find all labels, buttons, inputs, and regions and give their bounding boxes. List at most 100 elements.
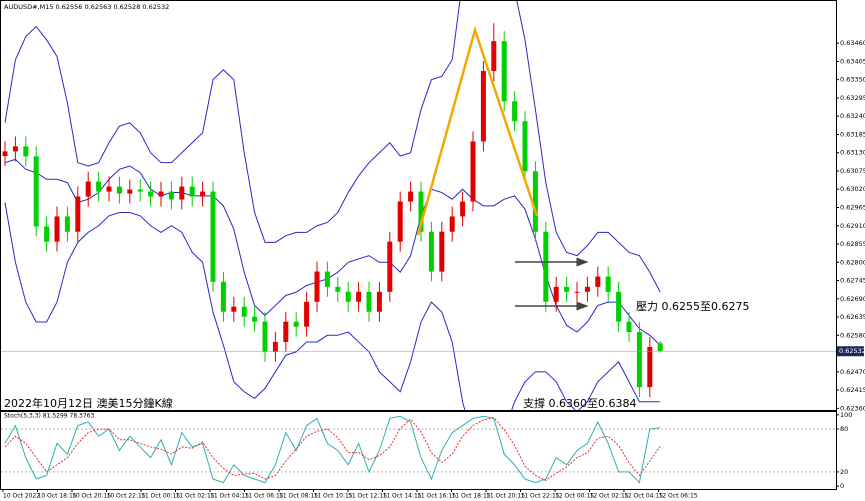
- candle-body: [647, 346, 653, 388]
- candle-body: [75, 196, 81, 232]
- candle-body: [314, 271, 320, 302]
- stoch-main: [4, 415, 661, 484]
- candle-body: [272, 341, 278, 352]
- band-upper: [4, 1, 661, 293]
- candle-body: [408, 191, 414, 202]
- band-middle: [4, 158, 661, 346]
- x-tick-label: 12 Oct 06:15: [659, 493, 698, 500]
- candle-body: [418, 191, 424, 232]
- x-tick-label: 11 Oct 04:15: [210, 493, 249, 500]
- candle-body: [470, 141, 476, 202]
- candle-body: [376, 291, 382, 312]
- candle-body: [116, 186, 122, 194]
- x-tick-label: 11 Oct 22:15: [521, 493, 560, 500]
- x-tick-label: 11 Oct 18:15: [452, 493, 491, 500]
- candle-body: [616, 291, 622, 322]
- candle-body: [106, 186, 112, 192]
- x-tick-label: 11 Oct 02:15: [176, 493, 215, 500]
- last-price-tag: [837, 346, 864, 357]
- y-tick-label: 0.63295: [840, 94, 865, 102]
- candle-body: [356, 291, 362, 302]
- candle-body: [584, 286, 590, 292]
- y-tick-label: 0.62855: [840, 240, 865, 248]
- candle-body: [460, 201, 466, 217]
- candle-body: [96, 181, 102, 192]
- x-tick-label: 11 Oct 10:15: [314, 493, 353, 500]
- candle-body: [168, 191, 174, 200]
- candle-body: [532, 171, 538, 232]
- band-lower: [4, 202, 661, 410]
- y-tick-label: 100: [840, 411, 852, 419]
- candle-body: [2, 151, 8, 157]
- candle-body: [304, 301, 310, 327]
- candle-body: [324, 271, 330, 287]
- candle-body: [501, 41, 507, 102]
- candle-body: [85, 181, 91, 197]
- candle-body: [283, 321, 289, 342]
- y-tick-label: 0.62965: [840, 203, 865, 211]
- x-tick-label: 11 Oct 08:15: [279, 493, 318, 500]
- x-tick-label: 10 Oct 18:15: [38, 493, 77, 500]
- y-tick-label: 0.62360: [840, 404, 865, 412]
- candle-body: [657, 343, 663, 352]
- y-tick-label: 0.63185: [840, 130, 865, 138]
- y-tick-label: 0.62800: [840, 258, 865, 266]
- candle-body: [439, 231, 445, 272]
- y-tick-label: 0.62910: [840, 222, 865, 230]
- candle-body: [543, 231, 549, 302]
- annotation: 2022年10月12日 澳美15分鐘K線: [4, 396, 173, 410]
- candle-body: [480, 71, 486, 142]
- x-tick-label: 12 Oct 00:15: [555, 493, 594, 500]
- candle-body: [366, 291, 372, 312]
- candle-body: [428, 231, 434, 272]
- candle-body: [64, 216, 70, 232]
- y-tick-label: 0.62690: [840, 295, 865, 303]
- annotation: 壓力 0.6255至0.6275: [636, 300, 749, 313]
- x-tick-label: 11 Oct 14:15: [383, 493, 422, 500]
- candle-body: [491, 41, 497, 72]
- candle-body: [179, 186, 185, 200]
- y-tick-label: 0.62470: [840, 368, 865, 376]
- stoch-plot: [1, 415, 836, 484]
- candle-body: [553, 286, 559, 302]
- candle-body: [522, 121, 528, 172]
- y-tick-label: 0.62635: [840, 313, 865, 321]
- pattern-line: [416, 25, 539, 236]
- y-tick-label: 0.63240: [840, 112, 865, 120]
- candle-body: [293, 321, 299, 327]
- x-tick-label: 10 Oct 20:15: [72, 493, 111, 500]
- candle-body: [397, 201, 403, 242]
- candle-body: [262, 321, 268, 352]
- stoch-signal: [4, 417, 661, 482]
- candle-body: [127, 189, 133, 194]
- x-tick-label: 11 Oct 12:15: [348, 493, 387, 500]
- candle-body: [220, 281, 226, 312]
- x-tick-label: 12 Oct 04:15: [624, 493, 663, 500]
- y-tick-label: 0.63405: [840, 57, 865, 65]
- candle-body: [54, 216, 60, 242]
- candle-body: [387, 241, 393, 292]
- x-tick-label: 11 Oct 16:15: [417, 493, 456, 500]
- y-tick-label: 0.63130: [840, 149, 865, 157]
- stoch-title: Stoch(5,3,3) 81.5299 78.3763: [4, 413, 95, 420]
- y-tick-label: 80: [840, 425, 848, 433]
- candle-body: [595, 276, 601, 287]
- y-tick-label: 0.63020: [840, 185, 865, 193]
- candle-body: [12, 146, 18, 152]
- candle-body: [449, 216, 455, 232]
- annotation: 支撐 0.6360至0.6384: [523, 396, 636, 410]
- candle-body: [345, 291, 351, 302]
- y-tick-label: 0.62745: [840, 277, 865, 285]
- x-tick-label: 12 Oct 02:15: [590, 493, 629, 500]
- x-tick-label: 10 Oct 2022: [3, 493, 40, 500]
- candle-body: [210, 191, 216, 282]
- candle-body: [564, 286, 570, 292]
- candle-body: [335, 286, 341, 292]
- sub-frame: [0, 411, 837, 490]
- x-tick-label: 10 Oct 22:15: [107, 493, 146, 500]
- candle-body: [626, 321, 632, 332]
- candle-body: [574, 291, 580, 293]
- y-tick-label: 20: [840, 468, 848, 476]
